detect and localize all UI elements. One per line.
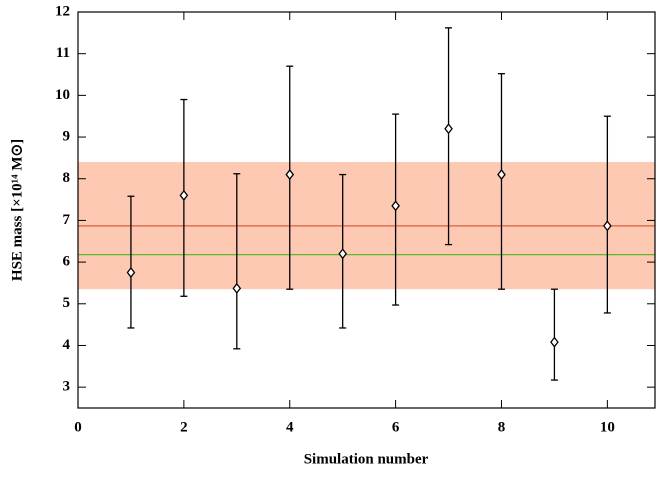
point — [179, 189, 189, 201]
y-tick-label: 3 — [63, 379, 71, 395]
y-tick-label: 6 — [63, 254, 71, 270]
point — [391, 200, 400, 212]
y-tick-label: 11 — [56, 45, 70, 61]
y-tick-label: 7 — [63, 212, 71, 228]
x-tick-label: 8 — [498, 419, 506, 435]
y-tick-label: 9 — [63, 128, 71, 144]
point — [232, 282, 242, 294]
point — [497, 169, 506, 181]
x-tick-label: 4 — [286, 419, 294, 435]
x-tick-label: 2 — [180, 419, 188, 435]
x-axis-label: Simulation number — [304, 451, 429, 467]
y-tick-label: 5 — [63, 295, 71, 311]
point — [285, 169, 295, 181]
y-tick-label: 12 — [55, 3, 70, 19]
point — [550, 336, 559, 348]
x-tick-label: 10 — [600, 419, 615, 435]
y-tick-label: 4 — [63, 337, 71, 353]
x-tick-label: 6 — [392, 419, 400, 435]
point — [338, 248, 348, 260]
x-tick-label: 0 — [74, 419, 82, 435]
y-tick-label: 8 — [63, 170, 71, 186]
y-axis-label: HSE mass [×10¹⁴ M⊙] — [9, 139, 25, 281]
point — [603, 220, 612, 232]
point — [126, 266, 136, 279]
point — [444, 123, 453, 135]
plot-frame — [77, 11, 656, 409]
y-tick-label: 10 — [55, 87, 70, 103]
